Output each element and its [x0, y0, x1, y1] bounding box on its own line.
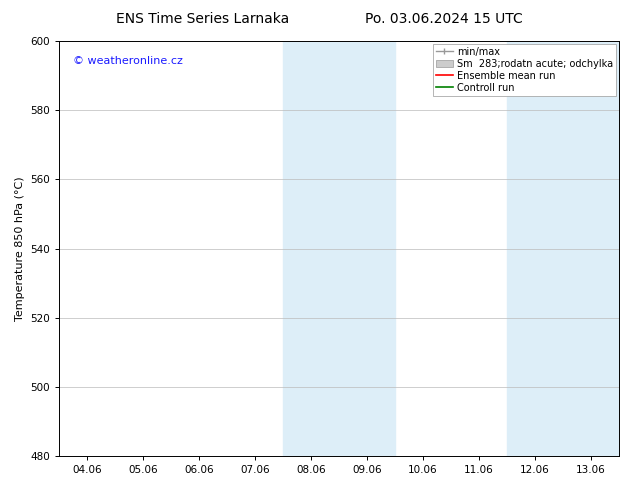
Text: Po. 03.06.2024 15 UTC: Po. 03.06.2024 15 UTC [365, 12, 522, 26]
Bar [507, 41, 619, 456]
Text: ENS Time Series Larnaka: ENS Time Series Larnaka [116, 12, 290, 26]
Bar [283, 41, 395, 456]
Text: © weatheronline.cz: © weatheronline.cz [74, 55, 183, 66]
Y-axis label: Temperature 850 hPa (°C): Temperature 850 hPa (°C) [15, 176, 25, 321]
Legend: min/max, Sm  283;rodatn acute; odchylka, Ensemble mean run, Controll run: min/max, Sm 283;rodatn acute; odchylka, … [433, 44, 616, 96]
